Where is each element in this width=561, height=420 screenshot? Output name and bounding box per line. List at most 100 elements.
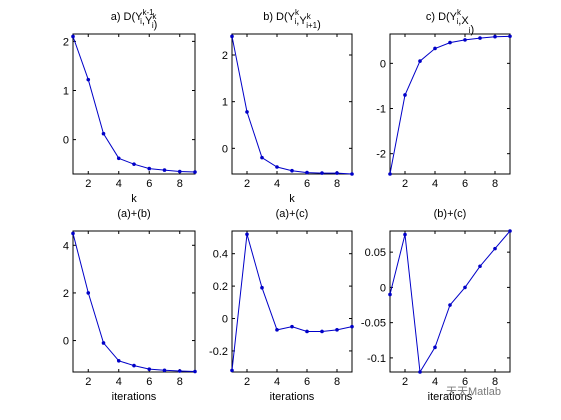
y-tick-label: 0 <box>222 314 228 326</box>
data-point <box>320 329 324 334</box>
data-point <box>335 171 339 175</box>
y-tick-label: -0.1 <box>367 353 386 365</box>
data-point <box>493 246 497 251</box>
data-point <box>320 171 324 175</box>
data-point <box>290 324 294 329</box>
x-tick-label: 8 <box>492 376 498 388</box>
data-point <box>463 38 467 42</box>
x-tick-label: 4 <box>274 178 280 190</box>
data-point <box>350 324 354 329</box>
data-point <box>463 285 467 290</box>
data-point <box>275 165 279 169</box>
x-tick-label: 2 <box>85 178 91 190</box>
x-tick-label: 4 <box>432 376 438 388</box>
data-point <box>448 303 452 307</box>
data-point <box>177 169 182 174</box>
data-point <box>86 291 91 295</box>
x-tick-label: 8 <box>334 178 340 190</box>
x-tick-label: 4 <box>116 178 122 190</box>
x-axis-label: iterations <box>428 391 473 403</box>
data-point <box>260 155 264 160</box>
data-point <box>478 264 482 269</box>
y-tick-label: 1 <box>222 97 228 109</box>
data-point <box>230 34 234 39</box>
data-point <box>403 232 407 237</box>
axes-box <box>389 33 511 175</box>
y-tick-label: 0 <box>222 143 228 155</box>
x-tick-label: 4 <box>274 376 280 388</box>
x-tick-label: 4 <box>432 178 438 190</box>
data-point <box>448 40 452 45</box>
axes-box <box>231 230 353 373</box>
data-point <box>230 368 234 373</box>
x-tick-label: 2 <box>402 178 408 190</box>
subplot-title: (a)+(c) <box>276 208 309 220</box>
data-point <box>245 110 249 114</box>
data-point <box>508 34 512 39</box>
subplot-title: (a)+(b) <box>117 208 150 220</box>
axes-box <box>72 33 196 175</box>
data-point <box>350 172 354 176</box>
subplot-title: b) D(Yk i,Yk i+1) <box>263 8 321 31</box>
data-point <box>508 229 512 233</box>
x-tick-label: 6 <box>146 376 152 388</box>
data-point <box>193 369 197 374</box>
data-point <box>116 359 121 363</box>
subplot-title: (b)+(c) <box>434 208 467 220</box>
data-point <box>305 170 309 175</box>
data-point <box>388 292 392 297</box>
x-tick-label: 2 <box>244 376 250 388</box>
x-tick-label: 4 <box>116 376 122 388</box>
x-tick-label: 6 <box>462 178 468 190</box>
x-tick-label: 8 <box>492 178 498 190</box>
data-point <box>147 166 152 171</box>
y-tick-label: 2 <box>63 288 69 300</box>
data-point <box>101 341 106 345</box>
data-point <box>162 168 167 172</box>
data-point <box>71 231 75 236</box>
data-point <box>71 34 75 39</box>
axes-box <box>231 33 353 175</box>
y-tick-label: 0 <box>63 336 69 348</box>
data-point <box>101 131 106 136</box>
x-axis-label: k <box>289 193 295 205</box>
data-point <box>193 170 197 174</box>
data-point <box>162 368 167 373</box>
x-axis-label: k <box>131 193 137 205</box>
data-point <box>275 328 279 332</box>
data-point <box>177 369 182 373</box>
subplot-1: 2 4 6 8 0 1 2 a) D(Yk-1 i,Yk i) k <box>63 8 197 205</box>
y-tick-label: 4 <box>63 240 69 252</box>
y-tick-label: -2 <box>376 149 386 161</box>
y-tick-label: 1 <box>63 85 69 97</box>
subplot-3: 2 4 6 8 -2 -1 0 c) D(Yk i,Xi) <box>376 8 512 190</box>
data-point <box>290 168 294 173</box>
y-tick-label: -0.2 <box>209 346 228 358</box>
data-point <box>147 367 152 371</box>
data-point <box>493 34 497 39</box>
x-axis-label: iterations <box>270 391 315 403</box>
data-point <box>433 46 437 51</box>
x-tick-label: 2 <box>244 178 250 190</box>
x-tick-label: 2 <box>85 376 91 388</box>
y-tick-label: 2 <box>63 36 69 48</box>
x-axis-label: iterations <box>112 391 157 403</box>
y-tick-label: 0 <box>63 135 69 147</box>
x-tick-label: 6 <box>304 376 310 388</box>
y-tick-label: 0.05 <box>365 247 386 259</box>
y-tick-label: -0.05 <box>361 318 386 330</box>
subplot-5: 2 4 6 8 -0.2 0 0.2 0.4 (a)+(c) iterations <box>209 208 354 403</box>
data-point <box>403 93 407 97</box>
data-point <box>418 370 422 374</box>
x-tick-label: 6 <box>146 178 152 190</box>
subplot-6: 2 4 6 8 -0.1 -0.05 0 0.05 (b)+(c) iterations <box>361 208 512 403</box>
data-point <box>335 328 339 332</box>
axes-box <box>72 230 196 373</box>
data-point <box>245 232 249 237</box>
x-tick-label: 2 <box>402 376 408 388</box>
watermark-text: 天天Matlab <box>446 386 502 398</box>
data-point <box>418 59 422 63</box>
y-tick-label: 0.2 <box>213 281 228 293</box>
data-point <box>86 77 91 82</box>
